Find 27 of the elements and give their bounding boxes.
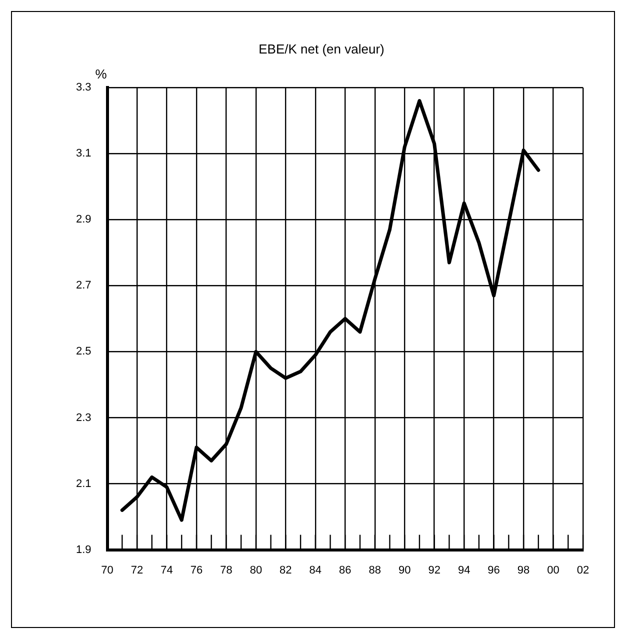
chart-title: EBE/K net (en valeur) [258, 41, 384, 56]
x-tick-label: 98 [517, 564, 530, 576]
x-tick-label: 76 [190, 564, 203, 576]
x-tick-label: 80 [250, 564, 262, 576]
x-tick-label: 78 [220, 564, 232, 576]
x-tick-label: 70 [101, 564, 114, 576]
y-axis-title: % [95, 66, 108, 82]
y-tick-label: 3.3 [76, 82, 92, 94]
x-tick-label: 86 [339, 564, 352, 576]
x-tick-label: 92 [428, 564, 440, 576]
x-tick-label: 72 [130, 564, 144, 576]
x-tick-label: 00 [547, 564, 560, 576]
x-tick-label: 88 [368, 564, 382, 576]
y-tick-label: 2.7 [76, 280, 92, 292]
x-tick-label: 90 [398, 564, 411, 576]
x-tick-label: 96 [488, 564, 500, 576]
x-tick-label: 84 [309, 564, 322, 576]
x-tick-label: 74 [160, 564, 173, 576]
x-tick-label: 02 [576, 564, 590, 576]
y-tick-label: 2.3 [76, 412, 92, 424]
y-tick-label: 1.9 [76, 544, 92, 556]
y-tick-label: 2.1 [76, 478, 92, 490]
x-tick-label: 82 [280, 564, 292, 576]
y-tick-label: 2.9 [76, 214, 92, 226]
y-tick-label: 3.1 [76, 148, 92, 160]
y-tick-label: 2.5 [76, 346, 92, 358]
x-tick-label: 94 [458, 564, 470, 576]
